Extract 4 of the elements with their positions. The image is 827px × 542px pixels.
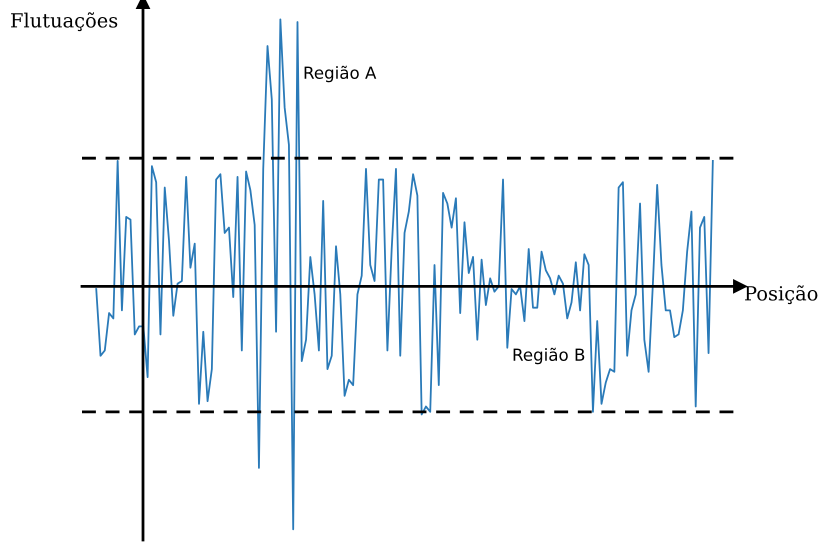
y-axis-title: Flutuações	[11, 12, 118, 32]
x-axis-title: Posição	[745, 285, 818, 304]
annotation: Região A	[304, 66, 376, 82]
annotation: Região B	[514, 348, 584, 364]
